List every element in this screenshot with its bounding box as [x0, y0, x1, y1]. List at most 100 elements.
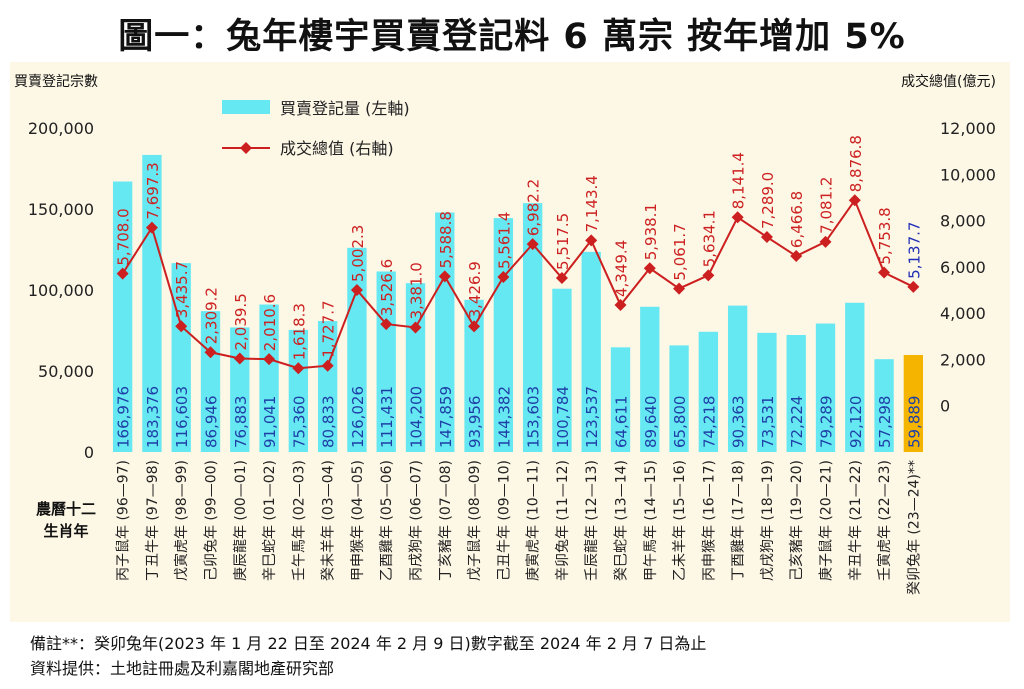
line-point — [555, 272, 568, 285]
bar-value-label: 86,946 — [203, 396, 221, 449]
line-point — [702, 269, 715, 282]
bar — [727, 305, 748, 452]
line-value-label: 7,143.4 — [583, 175, 601, 232]
line-point — [468, 320, 481, 333]
line-point — [409, 321, 422, 334]
bar — [903, 354, 924, 452]
bar-value-label: 100,784 — [554, 386, 572, 448]
bar-value-label: 111,431 — [378, 386, 396, 448]
line-value-label: 3,381.0 — [408, 262, 426, 319]
line-point — [292, 362, 305, 375]
bar — [552, 288, 572, 452]
bar-value-label: 90,363 — [730, 396, 748, 449]
bar-value-label: 93,956 — [466, 396, 484, 448]
line-value-label: 5,061.7 — [671, 223, 689, 280]
left-axis-title: 買賣登記宗數 — [14, 73, 98, 90]
bar — [405, 283, 426, 452]
bar-value-label: 80,833 — [320, 396, 338, 449]
bar — [581, 251, 601, 452]
chart-panel: 買賣登記宗數 成交總值(億元) 0 50,000 100,000 150,000 200,0… — [10, 62, 1010, 622]
footnote: 備註**：癸卯兔年(2023 年 1 月 22 日至 2024 年 2 月 9 … — [30, 634, 707, 653]
category-label: 庚辰龍年 (00—01) — [232, 460, 249, 581]
line-point — [233, 352, 246, 365]
line-value-label: 7,697.3 — [144, 162, 162, 219]
bar — [669, 345, 689, 452]
legend-line-label: 成交總值 (右軸) — [280, 139, 394, 158]
left-tick-label: 100,000 — [28, 281, 94, 300]
bar-value-label: 144,382 — [495, 386, 513, 448]
right-tick-label: 8,000 — [940, 212, 986, 231]
chart-svg: 買賣登記宗數 成交總值(億元) 0 50,000 100,000 150,000 200,0… — [14, 73, 996, 595]
bar-value-label: 74,218 — [700, 396, 718, 449]
category-label: 癸未羊年 (03—04) — [321, 460, 337, 581]
bar — [522, 203, 543, 452]
bar-value-label: 153,603 — [525, 386, 543, 448]
right-tick-label: 12,000 — [940, 119, 996, 138]
bar-value-label: 73,531 — [759, 396, 777, 449]
left-tick-label: 0 — [84, 443, 94, 462]
category-label: 己丑牛年 (09—10) — [496, 460, 512, 581]
category-label: 丙申猴年 (16—17) — [701, 460, 717, 581]
bar — [640, 306, 660, 452]
legend-line-marker — [240, 142, 252, 154]
bar-value-label: 123,537 — [583, 386, 601, 448]
left-tick-label: 150,000 — [28, 200, 94, 219]
line-point — [848, 194, 861, 207]
bar — [200, 311, 221, 452]
bar — [376, 271, 396, 452]
category-label: 壬午馬年 (02—03) — [291, 460, 307, 581]
category-label: 己亥豬年 (19—20) — [789, 460, 805, 581]
bar-value-label: 183,376 — [144, 386, 162, 448]
bar — [786, 334, 806, 452]
value-line — [121, 198, 914, 370]
category-label: 辛卯兔年 (11—12) — [555, 460, 571, 581]
category-label: 丁酉雞年 (17—18) — [731, 460, 747, 581]
line-value-label: 5,708.0 — [115, 208, 133, 265]
line-point — [643, 262, 656, 275]
source-note: 資料提供：土地註冊處及利嘉閣地產研究部 — [30, 659, 335, 678]
line-value-label: 7,289.0 — [759, 172, 777, 229]
line-value-label: 5,634.1 — [700, 210, 718, 267]
category-label: 庚寅虎年 (10—11) — [525, 460, 542, 581]
line-point — [907, 280, 920, 293]
line-value-label: 5,753.8 — [876, 207, 894, 264]
line-value-label: 8,141.4 — [730, 152, 748, 209]
bar-value-label: 166,976 — [115, 386, 133, 448]
category-label: 壬寅虎年 (22—23) — [876, 460, 893, 581]
category-label: 丁亥豬年 (07—08) — [438, 460, 454, 581]
line-value-label: 6,982.2 — [525, 179, 543, 236]
line-point — [497, 271, 510, 284]
bar — [288, 329, 309, 452]
bar-value-label: 76,883 — [232, 396, 250, 449]
line-value-label: 5,561.4 — [495, 212, 513, 269]
bar-value-label: 147,859 — [437, 386, 455, 448]
line-value-label: 3,426.9 — [466, 261, 484, 318]
line-point — [321, 359, 334, 372]
right-axis-title: 成交總值(億元) — [901, 73, 996, 90]
line-point — [175, 320, 188, 333]
line-value-label: 2,010.6 — [261, 294, 279, 351]
line-point — [145, 221, 158, 234]
category-label: 甲午馬年 (14—15) — [643, 460, 659, 581]
category-label: 戊戌狗年 (18—19) — [760, 460, 776, 581]
x-axis-caption-line2: 生肖年 — [43, 522, 88, 540]
right-tick-label: 10,000 — [940, 165, 996, 184]
category-label: 甲申猴年 (04—05) — [350, 460, 366, 581]
line-value-label: 6,466.8 — [788, 191, 806, 248]
bar — [464, 299, 484, 452]
line-value-label: 5,938.1 — [642, 203, 660, 260]
line-point — [878, 266, 891, 279]
bar — [815, 323, 836, 452]
category-label: 辛巳蛇年 (01—02) — [262, 460, 278, 581]
bar — [347, 247, 367, 452]
bar-value-label: 75,360 — [290, 396, 308, 449]
right-tick-label: 6,000 — [940, 258, 986, 277]
bar — [610, 347, 631, 452]
line-point — [116, 267, 129, 280]
line-value-label: 5,588.8 — [437, 211, 455, 268]
bar-value-label: 116,603 — [173, 386, 191, 448]
line-point — [819, 235, 832, 248]
category-label: 癸卯兔年 (23—24)** — [906, 460, 922, 595]
bar-value-label: 72,224 — [788, 396, 806, 449]
category-label: 乙酉雞年 (05—06) — [379, 460, 395, 581]
